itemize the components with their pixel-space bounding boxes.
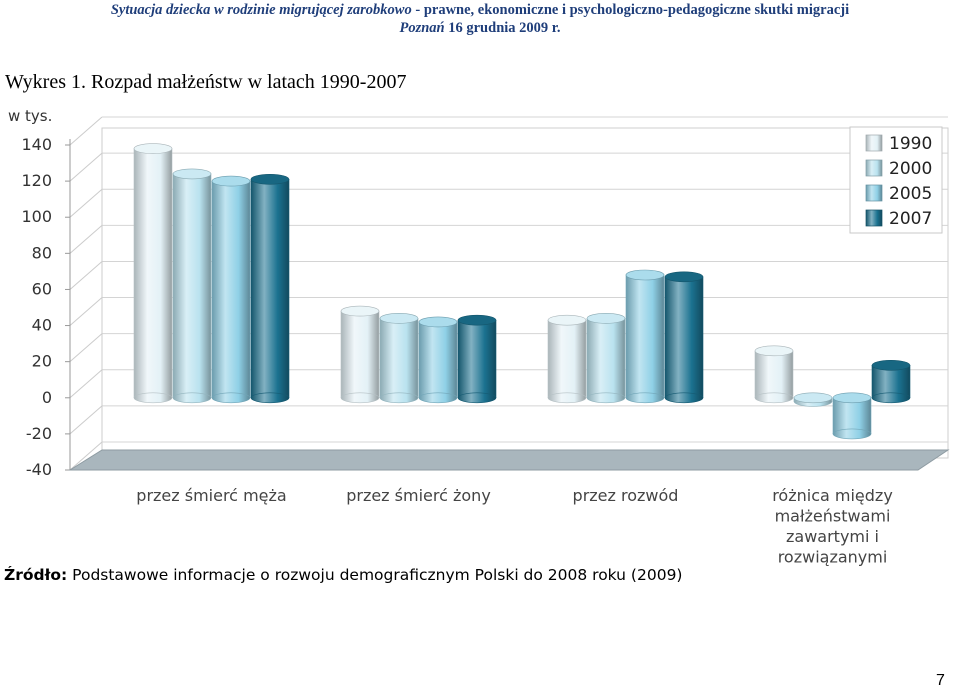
page-number: 7 xyxy=(936,672,945,689)
bar-2005-1 xyxy=(211,175,251,404)
gridline-120 xyxy=(69,152,948,182)
bar-2007-3 xyxy=(664,271,704,404)
y-tick-label: 140 xyxy=(21,135,52,154)
svg-text:2005: 2005 xyxy=(889,184,932,204)
bar-2005-4 xyxy=(832,392,872,440)
gridline--40 xyxy=(69,441,948,471)
bar-2005-2 xyxy=(418,316,458,404)
bar-2000-3 xyxy=(586,313,626,404)
category-label: rozwiązanymi xyxy=(778,548,888,567)
y-unit-label: w tys. xyxy=(8,107,52,125)
bar-2000-1 xyxy=(172,168,212,404)
svg-text:1990: 1990 xyxy=(889,134,932,154)
bar-1990-1 xyxy=(133,143,173,404)
legend-item-2005: 2005 xyxy=(865,184,932,204)
chart-title: Wykres 1. Rozpad małżeństw w latach 1990… xyxy=(5,71,407,93)
gridline-140 xyxy=(69,116,948,146)
category-label: zawartymi i xyxy=(786,527,879,546)
y-tick-label: 40 xyxy=(32,316,52,335)
y-tick-label: 20 xyxy=(32,352,52,371)
y-tick-label: 120 xyxy=(21,171,52,190)
header-italic-title: Sytuacja dziecka w rodzinie migrującej z… xyxy=(110,2,412,18)
gridline--20 xyxy=(69,405,948,435)
source-text: Podstawowe informacje o rozwoju demograf… xyxy=(67,566,683,584)
document-header-line1: Sytuacja dziecka w rodzinie migrującej z… xyxy=(0,2,960,19)
bar-2007-2 xyxy=(457,314,497,404)
svg-text:2000: 2000 xyxy=(889,159,932,179)
bar-2000-4 xyxy=(793,392,833,407)
chart-floor xyxy=(68,449,950,471)
category-label: małżeństwami xyxy=(775,507,891,526)
category-label: przez rozwód xyxy=(573,486,679,505)
bar-1990-4 xyxy=(754,345,794,404)
header-date: 16 grudnia 2009 r. xyxy=(444,20,561,36)
y-tick-label: -20 xyxy=(26,424,52,443)
bar-2007-1 xyxy=(250,174,290,404)
legend-item-2007: 2007 xyxy=(865,209,932,229)
source-label: Źródło: xyxy=(4,566,68,584)
y-tick-label: 60 xyxy=(32,279,52,298)
legend xyxy=(849,126,943,234)
y-tick-label: 80 xyxy=(32,243,52,262)
source-note: Źródło: Podstawowe informacje o rozwoju … xyxy=(4,566,682,584)
header-subtitle: - prawne, ekonomiczne i psychologiczno-p… xyxy=(411,2,850,18)
category-label: przez śmierć żony xyxy=(346,486,491,505)
y-tick-label: 0 xyxy=(42,388,52,407)
bar-2000-2 xyxy=(379,313,419,404)
y-tick-label: 100 xyxy=(21,207,52,226)
bar-2005-3 xyxy=(625,269,665,404)
bar-1990-3 xyxy=(547,314,587,404)
svg-text:2007: 2007 xyxy=(889,209,932,229)
y-tick-label: -40 xyxy=(26,460,52,479)
category-label: przez śmierć męża xyxy=(136,486,286,505)
bar-2007-4 xyxy=(871,359,911,404)
bar-1990-2 xyxy=(340,305,380,404)
header-place: Poznań xyxy=(399,20,445,36)
document-header-line2: Poznań 16 grudnia 2009 r. xyxy=(0,20,960,37)
legend-item-1990: 1990 xyxy=(865,134,932,154)
category-label: różnica między xyxy=(772,486,893,505)
legend-item-2000: 2000 xyxy=(865,159,932,179)
